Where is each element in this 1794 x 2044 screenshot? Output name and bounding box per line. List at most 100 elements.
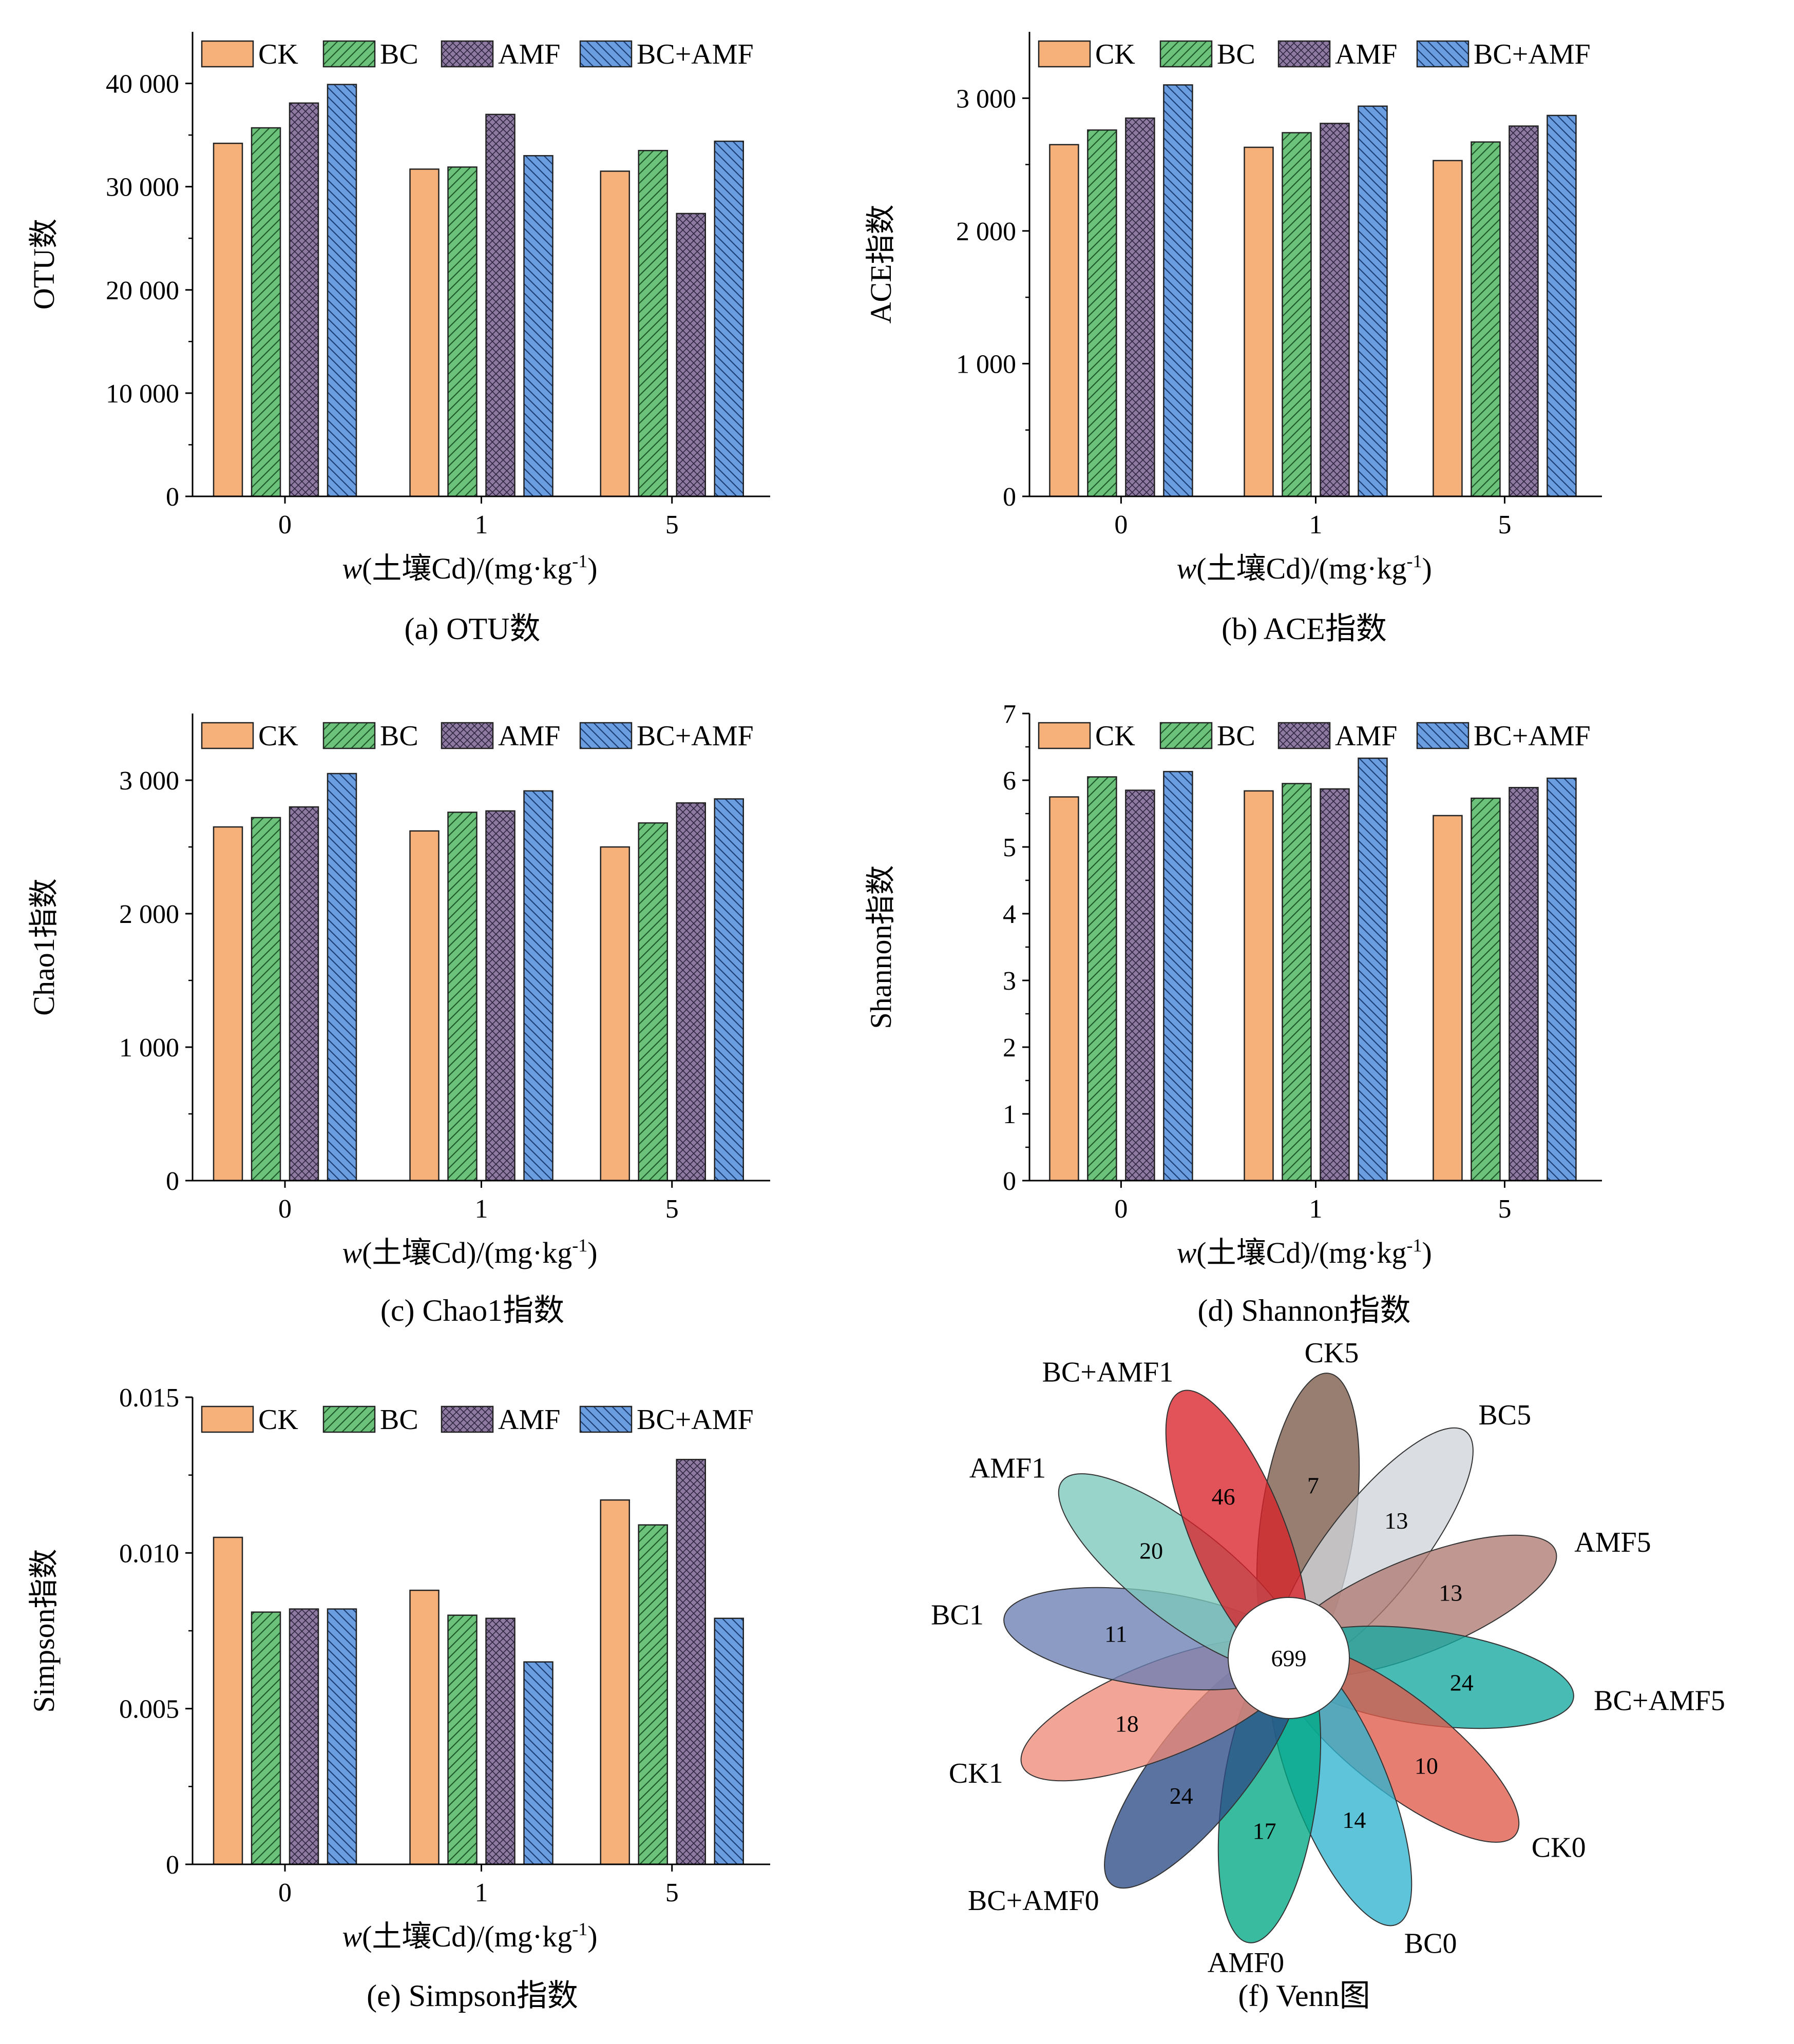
bar-bc-cd5: [638, 1524, 668, 1865]
bar-ck-cd0: [1049, 796, 1079, 1182]
petal-label-amf0: AMF0: [1208, 1947, 1284, 1979]
y-axis-label: Simpson指数: [27, 1549, 61, 1712]
x-axis-label: w(土壤Cd)/(mg·kg-1): [342, 1235, 597, 1269]
venn-core-circle: [1228, 1597, 1350, 1719]
bar-bc-cd0: [1087, 776, 1117, 1182]
y-tick-label: 1 000: [956, 350, 1016, 379]
legend-label-amf: AMF: [498, 1404, 560, 1436]
bar-ck-cd0: [213, 142, 243, 497]
bar-bc-plus-amf-cd5: [714, 798, 744, 1182]
y-axis-label: ACE指数: [864, 204, 898, 323]
legend-swatch-bc-plus-amf: [1416, 722, 1469, 749]
legend-swatch-bc-plus-amf: [579, 40, 633, 68]
petal-count-bc5: 13: [1384, 1508, 1408, 1534]
legend-label-bc: BC: [380, 720, 418, 752]
petal-label-bc0: BC0: [1404, 1927, 1457, 1959]
legend-swatch-amf: [1277, 722, 1331, 749]
bar-amf-cd5: [676, 213, 706, 497]
petal-count-bc-plus-amf1: 46: [1212, 1483, 1235, 1510]
y-tick-label: 2 000: [119, 900, 179, 929]
y-axis-label: Chao1指数: [27, 878, 61, 1015]
bar-bc-cd5: [1471, 141, 1501, 497]
legend-label-ck: CK: [1095, 720, 1135, 752]
bar-bc-cd1: [447, 166, 478, 497]
legend: CK BC AMF BC+AMF: [1038, 720, 1591, 752]
bar-bc-plus-amf-cd1: [1358, 105, 1388, 497]
bar-ck-cd1: [409, 168, 440, 497]
x-tick-label: 1: [475, 1878, 488, 1907]
y-tick-label: 3: [1003, 967, 1016, 996]
x-axis-label: w(土壤Cd)/(mg·kg-1): [342, 1919, 597, 1953]
y-tick-label: 3 000: [956, 84, 1016, 113]
bar-bc-plus-amf-cd1: [523, 790, 554, 1182]
legend-label-amf: AMF: [1335, 720, 1397, 752]
x-tick-label: 1: [475, 510, 488, 539]
bar-bc-plus-amf-cd0: [327, 1608, 357, 1865]
legend-swatch-bc-plus-amf: [579, 1405, 633, 1433]
bar-bc-plus-amf-cd1: [523, 155, 554, 497]
caption-f: (f) Venn图: [1238, 1979, 1370, 2013]
bar-bc-cd1: [1282, 132, 1312, 497]
x-tick-label: 0: [278, 1878, 292, 1907]
y-tick-label: 2: [1003, 1033, 1016, 1063]
caption-b: (b) ACE指数: [1222, 612, 1387, 646]
bar-bc-cd0: [251, 1611, 281, 1865]
legend-swatch-ck: [1038, 40, 1091, 68]
bar-ck-cd1: [1244, 790, 1274, 1182]
caption-a: (a) OTU数: [405, 612, 541, 646]
bar-amf-cd1: [1320, 788, 1350, 1182]
bar-bc-plus-amf-cd5: [714, 140, 744, 497]
legend-label-bc: BC: [1217, 720, 1255, 752]
legend-label-bc-plus-amf: BC+AMF: [637, 720, 754, 752]
y-tick-label: 0: [1003, 1167, 1016, 1196]
legend-swatch-bc-plus-amf: [579, 722, 633, 749]
bar-bc-plus-amf-cd0: [1163, 84, 1193, 497]
bar-bc-cd1: [1282, 783, 1312, 1182]
x-tick-label: 5: [665, 1878, 679, 1907]
bar-bc-cd1: [447, 812, 478, 1182]
legend: CK BC AMF BC+AMF: [201, 720, 754, 752]
petal-count-amf5: 13: [1439, 1580, 1462, 1606]
bar-bc-plus-amf-cd0: [327, 84, 357, 497]
x-tick-label: 1: [1309, 1194, 1323, 1224]
bar-bc-plus-amf-cd5: [1547, 114, 1577, 497]
bar-bc-cd1: [447, 1614, 478, 1865]
caption-c: (c) Chao1指数: [380, 1294, 564, 1327]
x-axis-label: w(土壤Cd)/(mg·kg-1): [342, 551, 597, 585]
legend-label-bc-plus-amf: BC+AMF: [637, 38, 754, 70]
bar-bc-cd0: [1087, 129, 1117, 497]
y-tick-label: 2 000: [956, 217, 1016, 246]
legend-swatch-bc: [1159, 40, 1213, 68]
bar-bc-plus-amf-cd0: [1163, 770, 1193, 1182]
chart-shannon: 0 1 5 0 1 2 3 4 5 6 7 Shannon指数 w(土壤Cd)/(mg·kg-1) CK B…: [864, 700, 1602, 1269]
petal-label-ck1: CK1: [949, 1758, 1003, 1789]
y-tick-label: 1 000: [119, 1033, 179, 1063]
x-tick-label: 1: [475, 1194, 488, 1224]
legend-label-bc: BC: [1217, 38, 1255, 70]
bar-ck-cd5: [600, 170, 630, 497]
petal-label-bc5: BC5: [1478, 1399, 1531, 1431]
bar-bc-cd5: [1471, 797, 1501, 1182]
caption-d: (d) Shannon指数: [1198, 1294, 1411, 1327]
petal-label-amf1: AMF1: [969, 1453, 1046, 1484]
bar-bc-plus-amf-cd5: [714, 1617, 744, 1865]
petal-label-bc-plus-amf1: BC+AMF1: [1042, 1357, 1174, 1389]
legend-label-bc: BC: [380, 38, 418, 70]
legend-swatch-amf: [1277, 40, 1331, 68]
legend-swatch-bc: [322, 40, 376, 68]
bar-ck-cd5: [1433, 815, 1463, 1182]
y-axis-label: OTU数: [27, 219, 61, 310]
petal-count-bc-plus-amf5: 24: [1450, 1669, 1474, 1695]
legend-swatch-amf: [441, 722, 494, 749]
x-tick-label: 0: [278, 1194, 292, 1224]
legend-swatch-bc: [322, 722, 376, 749]
bar-bc-plus-amf-cd5: [1547, 777, 1577, 1182]
y-tick-label: 20 000: [106, 276, 179, 305]
bar-ck-cd5: [1433, 160, 1463, 497]
bar-amf-cd1: [485, 1617, 516, 1865]
legend-label-amf: AMF: [1335, 38, 1397, 70]
bar-amf-cd0: [289, 1608, 319, 1865]
x-tick-label: 0: [1114, 510, 1128, 539]
legend-label-ck: CK: [1095, 38, 1135, 70]
